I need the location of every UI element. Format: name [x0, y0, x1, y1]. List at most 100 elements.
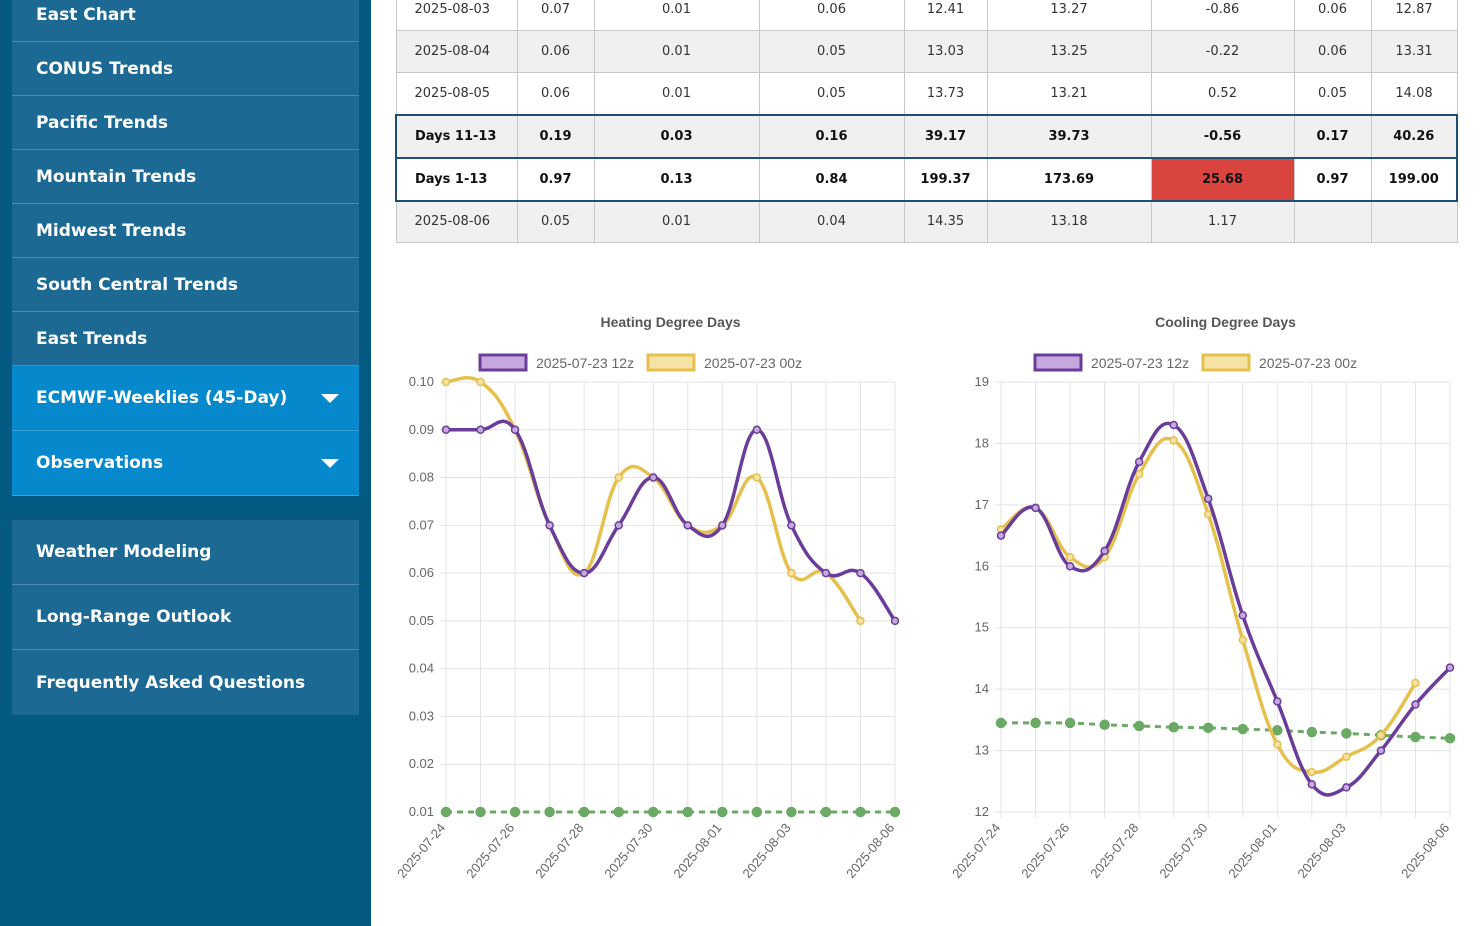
data-point[interactable]	[1273, 740, 1282, 749]
data-point[interactable]	[718, 521, 727, 530]
data-point[interactable]	[1133, 720, 1145, 732]
nav-item-east-trends[interactable]: East Trends	[12, 312, 359, 366]
data-point[interactable]	[1342, 752, 1351, 761]
data-point[interactable]	[752, 473, 762, 482]
data-point[interactable]	[614, 521, 623, 530]
table-cell: 40.26	[1370, 113, 1458, 159]
data-point[interactable]	[1030, 717, 1041, 729]
data-point[interactable]	[544, 806, 555, 818]
data-point[interactable]	[1203, 494, 1213, 503]
data-point[interactable]	[1238, 611, 1248, 620]
data-point[interactable]	[1238, 635, 1248, 645]
data-point[interactable]	[1031, 503, 1040, 513]
nav-item-mountain-trends[interactable]: Mountain Trends	[12, 150, 359, 204]
table-cell: 199.00	[1370, 157, 1458, 202]
data-point[interactable]	[752, 425, 762, 435]
data-point[interactable]	[856, 568, 865, 578]
y-tick-label: 15	[975, 620, 989, 635]
data-point[interactable]	[683, 521, 693, 530]
data-point[interactable]	[820, 806, 832, 818]
data-point[interactable]	[1065, 562, 1075, 571]
nav-item-east-chart[interactable]: East Chart	[12, 0, 359, 42]
data-point[interactable]	[1342, 783, 1351, 792]
data-point[interactable]	[1272, 725, 1283, 736]
legend-item[interactable]: 2025-07-23 12z	[1033, 353, 1189, 372]
nav-item-conus-trends[interactable]: CONUS Trends	[12, 42, 359, 96]
nav-item-label: Frequently Asked Questions	[36, 672, 306, 693]
data-point[interactable]	[1168, 721, 1179, 733]
data-point[interactable]	[787, 568, 796, 578]
data-point[interactable]	[717, 806, 728, 818]
legend-item[interactable]: 2025-07-23 00z	[646, 353, 802, 372]
caret-down-icon[interactable]	[321, 459, 339, 468]
nav-item-south-central-trends[interactable]: South Central Trends	[12, 258, 359, 312]
data-point[interactable]	[613, 806, 624, 818]
data-point[interactable]	[1307, 767, 1317, 777]
data-point[interactable]	[1134, 469, 1144, 479]
data-point[interactable]	[890, 616, 900, 626]
table-cell: 14.35	[903, 200, 988, 243]
data-point[interactable]	[856, 616, 865, 626]
data-point[interactable]	[579, 568, 589, 578]
data-point[interactable]	[1100, 546, 1109, 556]
data-point[interactable]	[1411, 700, 1420, 709]
nav-item-weather-modeling[interactable]: Weather Modeling	[12, 520, 359, 585]
data-point[interactable]	[1134, 457, 1144, 467]
data-point[interactable]	[889, 806, 901, 818]
x-tick-label: 2025-08-03	[739, 820, 793, 881]
data-point[interactable]	[441, 377, 451, 387]
data-point[interactable]	[787, 521, 796, 530]
data-point[interactable]	[1203, 509, 1213, 519]
data-point[interactable]	[1411, 678, 1420, 688]
data-point[interactable]	[1376, 730, 1386, 740]
data-point[interactable]	[1410, 731, 1421, 743]
table-cell: 173.69	[986, 157, 1152, 202]
data-point[interactable]	[510, 425, 520, 435]
nav-item-ecmwf-weeklies[interactable]: ECMWF-Weeklies (45-Day)	[12, 366, 359, 431]
data-point[interactable]	[1444, 733, 1456, 744]
data-point[interactable]	[786, 806, 797, 818]
data-point[interactable]	[1202, 722, 1214, 734]
nav-item-faq[interactable]: Frequently Asked Questions	[12, 650, 359, 715]
data-point[interactable]	[441, 425, 451, 435]
data-point[interactable]	[647, 806, 659, 818]
caret-down-icon[interactable]	[321, 394, 339, 403]
data-point[interactable]	[1445, 663, 1455, 672]
data-point[interactable]	[578, 806, 590, 818]
legend-item[interactable]: 2025-07-23 12z	[478, 353, 634, 372]
data-point[interactable]	[1307, 780, 1317, 789]
data-point[interactable]	[996, 531, 1006, 540]
data-point[interactable]	[1273, 697, 1282, 706]
data-point[interactable]	[1065, 552, 1075, 562]
nav-item-long-range-outlook[interactable]: Long-Range Outlook	[12, 585, 359, 650]
data-point[interactable]	[509, 806, 521, 818]
nav-item-label: CONUS Trends	[36, 58, 174, 79]
data-point[interactable]	[476, 377, 485, 387]
data-point[interactable]	[855, 806, 866, 818]
data-point[interactable]	[995, 717, 1007, 729]
data-point[interactable]	[1376, 746, 1386, 755]
data-point[interactable]	[682, 806, 694, 818]
legend-item[interactable]: 2025-07-23 00z	[1201, 353, 1357, 372]
table-cell	[1293, 200, 1372, 243]
data-point[interactable]	[1341, 728, 1352, 739]
data-point[interactable]	[1099, 719, 1110, 731]
data-point[interactable]	[751, 806, 763, 818]
data-point[interactable]	[475, 806, 486, 818]
data-point[interactable]	[1237, 723, 1249, 735]
data-point[interactable]	[1064, 717, 1076, 729]
nav-item-observations[interactable]: Observations	[12, 431, 359, 496]
data-point[interactable]	[648, 473, 658, 482]
data-point[interactable]	[614, 473, 623, 482]
data-point[interactable]	[440, 806, 452, 818]
data-point[interactable]	[1169, 420, 1178, 430]
data-point[interactable]	[545, 521, 554, 530]
data-point[interactable]	[1169, 436, 1178, 445]
nav-item-pacific-trends[interactable]: Pacific Trends	[12, 96, 359, 150]
nav-item-label: Pacific Trends	[36, 112, 169, 133]
data-point[interactable]	[821, 568, 831, 578]
data-point[interactable]	[476, 425, 485, 435]
data-point[interactable]	[1306, 726, 1318, 738]
highlight-cell: 25.68	[1150, 157, 1295, 202]
nav-item-midwest-trends[interactable]: Midwest Trends	[12, 204, 359, 258]
